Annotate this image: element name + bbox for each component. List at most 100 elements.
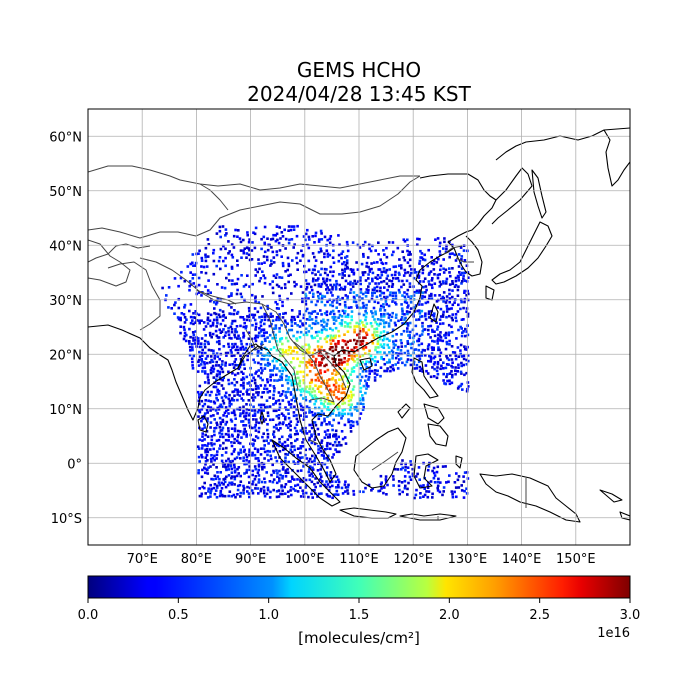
hcho-pixel	[374, 312, 377, 316]
hcho-pixel	[262, 462, 266, 466]
hcho-pixel	[212, 251, 215, 255]
hcho-pixel	[261, 353, 264, 357]
hcho-pixel	[242, 432, 246, 436]
hcho-pixel	[436, 489, 440, 492]
hcho-pixel	[301, 291, 305, 294]
hcho-pixel	[216, 450, 219, 453]
hcho-pixel	[394, 316, 398, 319]
hcho-pixel	[436, 339, 439, 342]
hcho-pixel	[206, 354, 209, 358]
hcho-pixel	[461, 331, 464, 334]
hcho-pixel	[240, 348, 243, 351]
hcho-pixel	[238, 394, 242, 397]
hcho-pixel	[287, 225, 291, 228]
hcho-pixel	[191, 261, 194, 265]
hcho-pixel	[429, 270, 433, 273]
hcho-pixel	[340, 417, 343, 420]
hcho-pixel	[391, 300, 394, 303]
hcho-pixel	[189, 349, 192, 352]
hcho-pixel	[201, 417, 204, 420]
hcho-pixel	[296, 490, 300, 493]
hcho-pixel	[332, 261, 336, 264]
hcho-pixel	[439, 264, 443, 268]
hcho-pixel	[460, 361, 463, 365]
hcho-pixel	[303, 415, 306, 418]
hcho-pixel	[200, 419, 203, 423]
hcho-pixel	[306, 228, 309, 232]
hcho-pixel	[320, 297, 324, 300]
hcho-pixel	[432, 356, 436, 360]
hcho-pixel	[370, 489, 373, 492]
hcho-pixel	[448, 283, 452, 286]
hcho-pixel	[408, 264, 412, 268]
hcho-pixel	[260, 340, 264, 344]
hcho-pixel	[233, 437, 236, 441]
hcho-pixel	[280, 337, 284, 340]
lat-tick-label: 40°N	[49, 239, 82, 254]
hcho-pixel	[207, 342, 210, 346]
hcho-pixel	[430, 319, 434, 323]
hcho-pixel	[230, 381, 234, 385]
hcho-pixel	[241, 420, 245, 423]
hcho-pixel	[463, 297, 467, 301]
hcho-pixel	[424, 354, 427, 357]
hcho-pixel	[308, 436, 312, 440]
hcho-pixel	[342, 261, 346, 264]
hcho-pixel	[320, 313, 323, 316]
hcho-pixel	[368, 247, 371, 251]
hcho-pixel	[320, 445, 324, 448]
hcho-pixel	[252, 376, 255, 379]
hcho-pixel	[290, 321, 294, 324]
hcho-pixel	[322, 396, 326, 399]
hcho-pixel	[416, 472, 419, 476]
hcho-pixel	[323, 400, 327, 403]
hcho-pixel	[437, 346, 440, 349]
hcho-pixel	[281, 264, 285, 268]
hcho-pixel	[340, 363, 343, 366]
hcho-pixel	[277, 444, 281, 448]
hcho-pixel	[400, 303, 403, 306]
hcho-pixel	[237, 451, 240, 455]
hcho-pixel	[285, 374, 288, 378]
hcho-pixel	[443, 240, 446, 244]
hcho-pixel	[405, 279, 409, 283]
hcho-pixel	[242, 456, 245, 459]
hcho-pixel	[361, 370, 365, 373]
hcho-pixel	[320, 238, 324, 241]
border-cambodia	[309, 397, 335, 403]
hcho-pixel	[263, 276, 267, 280]
hcho-pixel	[224, 331, 228, 334]
hcho-pixel	[463, 279, 467, 282]
hcho-pixel	[271, 286, 275, 290]
hcho-pixel	[436, 465, 440, 469]
hcho-pixel	[386, 295, 389, 299]
hcho-pixel	[433, 318, 436, 321]
hcho-pixel	[374, 310, 377, 313]
hcho-pixel	[347, 282, 350, 285]
hcho-pixel	[408, 321, 412, 325]
hcho-pixel	[320, 480, 324, 483]
hcho-pixel	[411, 467, 414, 471]
hcho-pixel	[317, 283, 321, 286]
hcho-pixel	[304, 486, 307, 489]
hcho-pixel	[304, 238, 307, 242]
hcho-pixel	[344, 315, 348, 318]
hcho-pixel	[379, 294, 382, 297]
hcho-pixel	[288, 403, 291, 406]
hcho-pixel	[310, 390, 314, 394]
hcho-pixel	[206, 289, 210, 292]
hcho-pixel	[314, 378, 318, 382]
hcho-pixel	[234, 228, 237, 232]
hcho-pixel	[206, 316, 210, 320]
hcho-pixel	[240, 274, 243, 277]
hcho-pixel	[231, 390, 234, 394]
hcho-pixel	[383, 351, 386, 354]
hcho-pixel	[433, 355, 437, 358]
hcho-pixel	[453, 253, 457, 257]
hcho-pixel	[207, 279, 210, 282]
hcho-pixel	[347, 403, 351, 407]
hcho-pixel	[337, 316, 340, 319]
hcho-pixel	[394, 343, 397, 347]
hcho-pixel	[430, 283, 434, 287]
hcho-pixel	[460, 364, 463, 368]
